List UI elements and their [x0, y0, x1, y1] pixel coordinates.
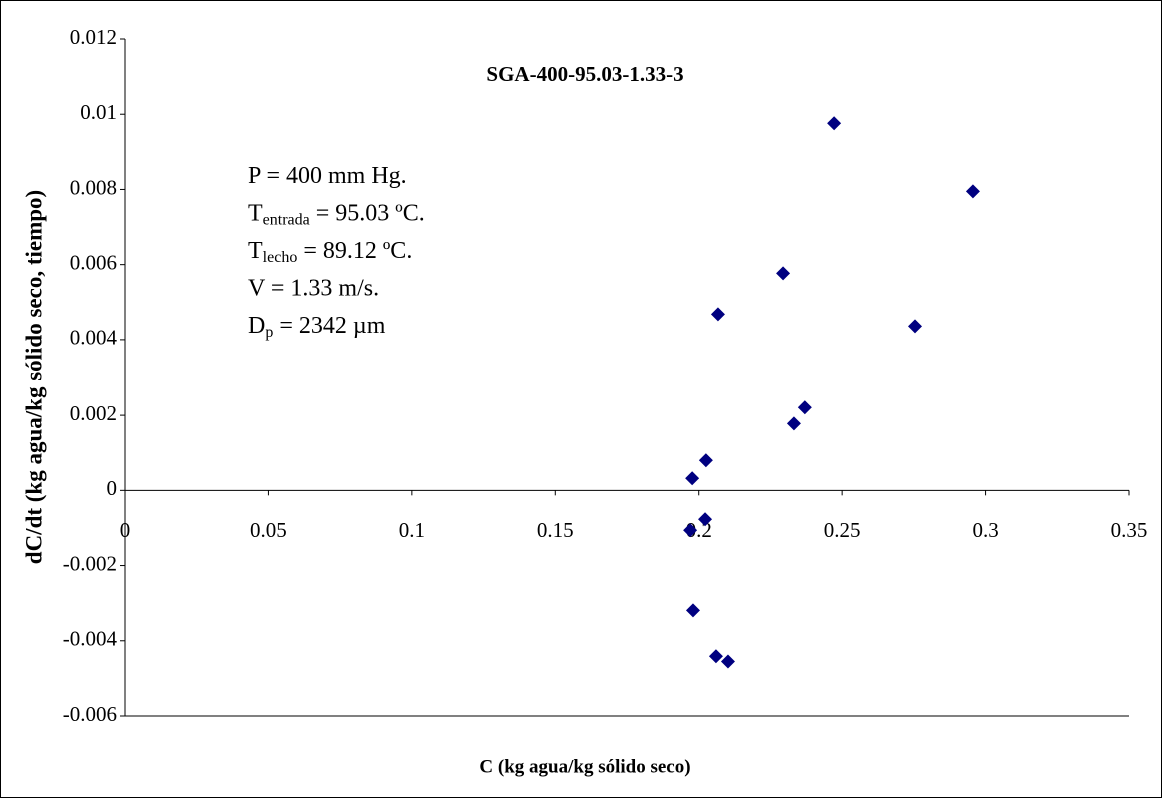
point [698, 453, 713, 468]
y-tick-label: 0.004 [70, 326, 118, 350]
y-axis-label: dC/dt (kg agua/kg sólido seco, tiempo) [21, 190, 46, 564]
annotation: Tlecho = 89.12 ºC. [248, 238, 412, 266]
y-tick-label: 0.008 [70, 175, 117, 199]
x-tick-label: 0 [120, 518, 131, 542]
y-tick-label: 0.012 [70, 25, 117, 49]
annotation-text: D [248, 313, 265, 339]
annotation-text: T [248, 200, 263, 226]
annotation: Dp = 2342 µm [248, 313, 386, 341]
annotation: V = 1.33 m/s. [248, 275, 379, 301]
annotation: P = 400 mm Hg. [248, 163, 407, 189]
point [685, 471, 700, 486]
annotation-text: P = 400 mm Hg. [248, 163, 407, 189]
annotation-text: V = 1.33 m/s. [248, 275, 379, 301]
point [683, 523, 698, 538]
point [965, 184, 980, 199]
point [908, 319, 923, 334]
annotation-text: T [248, 238, 263, 264]
annotation-subscript: p [265, 324, 273, 341]
point [708, 649, 723, 664]
annotation-subscript: lecho [263, 249, 298, 266]
y-tick-label: 0.01 [80, 100, 117, 124]
chart-title: SGA-400-95.03-1.33-3 [486, 62, 683, 86]
annotation: Tentrada = 95.03 ºC. [248, 200, 425, 228]
x-tick-label: 0.15 [537, 518, 574, 542]
y-tick-label: -0.006 [63, 702, 117, 726]
point [797, 400, 812, 415]
point [786, 416, 801, 431]
annotation-text: = 95.03 ºC. [310, 200, 425, 226]
x-tick-label: 0.05 [250, 518, 287, 542]
y-tick-label: 0.002 [70, 401, 117, 425]
x-axis-label: C (kg agua/kg sólido seco) [479, 756, 690, 777]
y-tick-label: -0.002 [63, 551, 117, 575]
x-tick-label: 0.1 [399, 518, 425, 542]
x-tick-label: 0.35 [1111, 518, 1148, 542]
y-tick-label: 0 [107, 476, 118, 500]
x-tick-label: 0.25 [824, 518, 861, 542]
annotation-subscript: entrada [263, 211, 310, 228]
point [685, 603, 700, 618]
point [827, 116, 842, 131]
x-tick-label: 0.3 [972, 518, 998, 542]
annotation-text: = 89.12 ºC. [297, 238, 412, 264]
y-tick-label: 0.006 [70, 250, 117, 274]
point [720, 654, 735, 669]
point [776, 266, 791, 281]
annotation-text: = 2342 µm [273, 313, 385, 339]
point [698, 512, 713, 527]
point [710, 307, 725, 322]
y-tick-label: -0.004 [63, 627, 118, 651]
